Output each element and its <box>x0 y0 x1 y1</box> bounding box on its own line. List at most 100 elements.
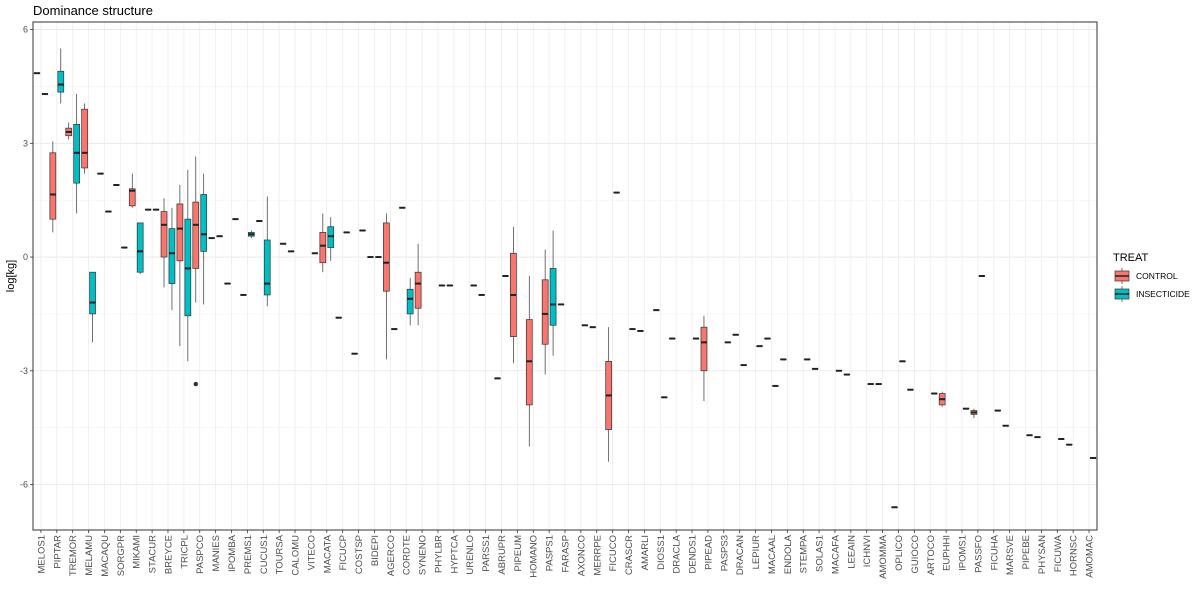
x-tick-label: HORNSC <box>1069 535 1080 576</box>
box-body <box>201 194 207 251</box>
box-body <box>320 232 326 262</box>
x-tick-label: MANIES <box>211 535 222 571</box>
box-body <box>137 223 143 272</box>
y-tick-label: 3 <box>23 138 28 148</box>
box-body <box>550 268 556 325</box>
box-body <box>177 204 183 261</box>
box-body <box>193 202 199 268</box>
x-tick-label: SYNENO <box>418 535 429 575</box>
x-tick-label: PASPS1 <box>545 535 556 571</box>
x-tick-label: EUPHHI <box>942 535 953 571</box>
x-tick-label: FICUCP <box>338 535 349 570</box>
box-body <box>415 272 421 308</box>
box-body <box>264 240 270 295</box>
x-tick-label: DENDS1 <box>688 535 699 574</box>
x-tick-label: MELAMU <box>84 535 95 576</box>
x-tick-label: DRACLA <box>672 534 683 573</box>
x-tick-label: TOURSA <box>275 534 286 574</box>
x-tick-label: IPOMS1 <box>958 535 969 571</box>
x-tick-label: STEMPA <box>799 534 810 573</box>
x-tick-label: AXONCO <box>576 535 587 576</box>
x-tick-label: PASSFO <box>973 535 984 573</box>
x-tick-label: ICHNVI <box>862 535 873 567</box>
y-tick-label: 6 <box>23 25 28 35</box>
x-tick-label: PIPTAR <box>52 535 63 569</box>
x-tick-label: MACAFA <box>830 534 841 574</box>
x-tick-label: CALOMU <box>291 535 302 576</box>
legend-item-insecticide: INSECTICIDE <box>1115 286 1190 302</box>
x-tick-label: AMOMMA <box>878 534 889 578</box>
x-tick-label: TRICPL <box>179 535 190 569</box>
box-body <box>542 280 548 344</box>
x-tick-label: URENLO <box>465 535 476 575</box>
x-tick-label: AGERCO <box>386 535 397 576</box>
box-body <box>701 327 707 371</box>
x-tick-label: PIPEBE <box>1021 535 1032 569</box>
box-control-piptar <box>50 141 56 232</box>
x-tick-label: SOLAS1 <box>815 535 826 572</box>
box-body <box>90 272 96 314</box>
box-insecticide-mikami <box>137 223 143 274</box>
x-tick-label: OPLICO <box>894 535 905 571</box>
x-tick-label: ARTOCO <box>926 535 937 575</box>
legend-item-control: CONTROL <box>1115 268 1178 284</box>
legend: TREAT CONTROL INSECTICIDE <box>1113 252 1190 302</box>
box-control-euphhi <box>939 392 945 407</box>
box-body <box>58 71 64 92</box>
x-tick-label: COSTSP <box>354 535 365 574</box>
x-tick-label: DIOSS1 <box>656 535 667 570</box>
legend-title: TREAT <box>1113 252 1149 264</box>
x-tick-label: FICUWA <box>1053 534 1064 572</box>
x-tick-label: LEPIUR <box>751 535 762 569</box>
x-tick-label: MELOS1 <box>36 535 47 574</box>
x-tick-label: DRACAN <box>735 535 746 575</box>
x-tick-label: CUCUS1 <box>259 535 270 574</box>
y-tick-label: 0 <box>23 252 28 262</box>
x-tick-label: IPOMBA <box>227 534 238 572</box>
box-body <box>169 229 175 284</box>
x-tick-label: MACAAL <box>767 535 778 574</box>
x-tick-label: VITECO <box>306 535 317 570</box>
x-tick-label: PARSS1 <box>481 535 492 572</box>
box-body <box>407 289 413 314</box>
x-tick-label: FARASP <box>561 535 572 573</box>
x-tick-label: LEEAIN <box>846 535 857 569</box>
x-tick-label: PASPCO <box>195 535 206 574</box>
x-tick-label: CRASCR <box>624 535 635 575</box>
y-tick-label: -6 <box>20 480 28 490</box>
x-tick-label: PIPEUM <box>513 535 524 572</box>
box-body <box>161 212 167 257</box>
x-tick-label: PASPS3 <box>719 535 730 571</box>
box-body <box>383 223 389 291</box>
x-tick-label: ENDOLA <box>783 534 794 574</box>
box-body <box>82 109 88 168</box>
x-tick-label: MARSVE <box>1005 535 1016 575</box>
x-tick-label: CORDTE <box>402 535 413 575</box>
x-tick-label: MIKAMI <box>132 535 143 569</box>
x-tick-label: FICUCO <box>608 535 619 571</box>
box-control-melamu <box>82 104 88 174</box>
x-tick-label: STACUR <box>148 535 159 573</box>
x-tick-label: GUIOCO <box>910 535 921 574</box>
x-tick-label: BIDEPI <box>370 535 381 566</box>
x-tick-label: PHYLBR <box>433 535 444 573</box>
x-tick-label: PREMS1 <box>243 535 254 574</box>
x-tick-label: MERRPE <box>592 535 603 576</box>
x-tick-label: SORGPR <box>116 535 127 576</box>
x-tick-label: BREYCE <box>163 535 174 574</box>
legend-label: INSECTICIDE <box>1136 289 1190 299</box>
x-tick-label: HYPTCA <box>449 534 460 573</box>
x-tick-label: HOMANO <box>529 535 540 578</box>
x-tick-label: AMOMAC <box>1085 535 1096 578</box>
outlier-point <box>194 382 198 386</box>
x-tick-label: MACATA <box>322 534 333 573</box>
legend-label: CONTROL <box>1136 271 1178 281</box>
x-tick-label: AMARLI <box>640 535 651 570</box>
x-tick-label: TREMOR <box>68 535 79 576</box>
chart-title: Dominance structure <box>33 3 153 18</box>
x-tick-label: PIPEAD <box>703 535 714 570</box>
y-tick-label: -3 <box>20 366 28 376</box>
